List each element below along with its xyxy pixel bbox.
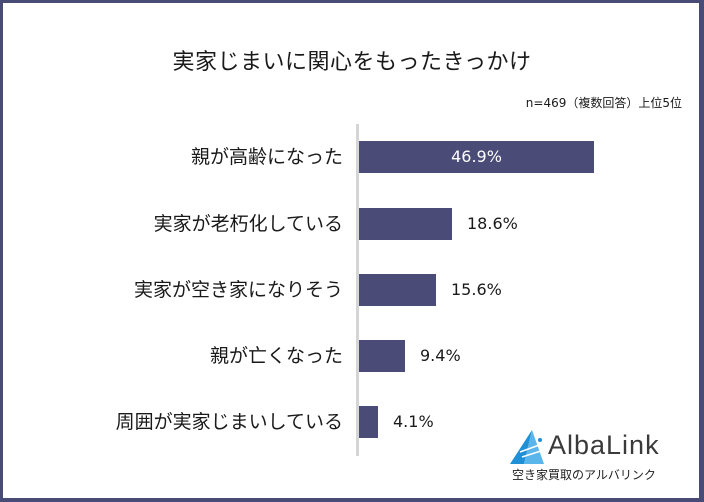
albalink-logo: AlbaLink 空き家買取のアルバリンク (508, 428, 688, 488)
value-label: 15.6% (451, 280, 502, 299)
chart-title: 実家じまいに関心をもったきっかけ (172, 50, 532, 75)
y-axis-line (356, 124, 359, 456)
category-label: 実家が老朽化している (153, 213, 343, 235)
chart-panel (3, 3, 699, 498)
bar (359, 274, 436, 306)
category-label: 親が高齢になった (190, 146, 343, 168)
bar (359, 141, 594, 173)
value-label: 18.6% (467, 214, 518, 233)
logo-tagline: 空き家買取のアルバリンク (512, 468, 656, 482)
logo-name: AlbaLink (548, 430, 660, 460)
bar (359, 340, 405, 372)
bar (359, 406, 378, 438)
category-label: 周囲が実家じまいしている (115, 411, 343, 433)
value-label: 9.4% (420, 346, 461, 365)
category-label: 実家が空き家になりそう (133, 279, 343, 301)
category-label: 親が亡くなった (209, 345, 343, 367)
logo-mark-icon (510, 430, 545, 464)
sample-note: n=469（複数回答）上位5位 (525, 96, 682, 110)
bar (359, 208, 452, 240)
value-label: 46.9% (451, 147, 502, 166)
value-label: 4.1% (393, 412, 434, 431)
